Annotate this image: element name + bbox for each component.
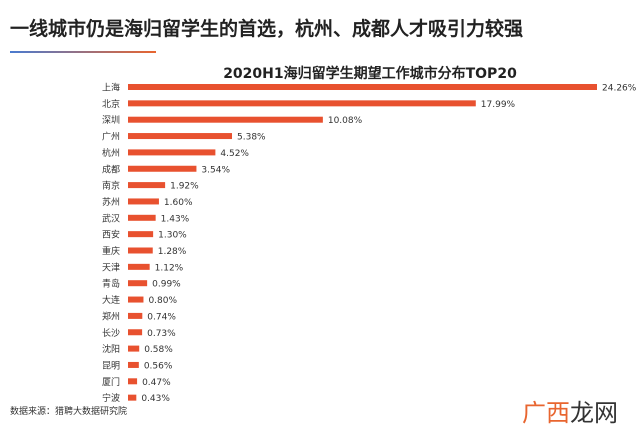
- bar: [128, 394, 137, 401]
- category-label: 长沙: [102, 327, 120, 339]
- data-label: 1.43%: [161, 214, 190, 224]
- bar: [128, 361, 139, 368]
- data-label: 1.60%: [164, 198, 193, 208]
- category-label: 郑州: [102, 310, 120, 322]
- category-label: 北京: [102, 98, 120, 110]
- bar: [128, 312, 143, 319]
- data-label: 0.74%: [147, 312, 176, 322]
- category-label: 深圳: [102, 115, 120, 126]
- data-label: 1.12%: [155, 263, 184, 273]
- bar: [128, 100, 476, 107]
- category-label: 西安: [102, 229, 120, 241]
- data-source: 数据来源：猎聘大数据研究院: [10, 407, 128, 417]
- data-label: 0.99%: [152, 280, 181, 290]
- category-label: 武汉: [102, 212, 120, 224]
- category-label: 南京: [102, 180, 120, 192]
- category-label: 厦门: [102, 376, 120, 388]
- bar: [128, 329, 143, 336]
- data-label: 4.52%: [220, 149, 249, 159]
- data-label: 0.80%: [148, 296, 177, 306]
- bar: [128, 345, 140, 352]
- bar: [128, 198, 159, 205]
- data-label: 24.26%: [602, 84, 637, 94]
- bar: [128, 133, 233, 140]
- bar: [128, 263, 150, 270]
- category-label: 大连: [102, 294, 120, 306]
- data-label: 3.54%: [201, 165, 230, 175]
- bar: [128, 296, 144, 303]
- category-label: 沈阳: [102, 343, 120, 355]
- data-label: 5.38%: [237, 133, 266, 143]
- bar: [128, 231, 154, 238]
- category-label: 青岛: [102, 278, 120, 290]
- bar: [128, 214, 156, 221]
- title-underline: [10, 51, 156, 53]
- data-label: 0.56%: [144, 361, 173, 371]
- bar: [128, 247, 153, 254]
- category-label: 广州: [102, 131, 120, 143]
- data-label: 0.47%: [142, 378, 171, 388]
- data-label: 1.92%: [170, 182, 199, 192]
- category-label: 宁波: [102, 392, 120, 404]
- bar: [128, 280, 148, 287]
- data-label: 17.99%: [481, 100, 516, 110]
- data-label: 0.58%: [144, 345, 173, 355]
- bar: [128, 149, 216, 156]
- chart-title: 2020H1海归留学生期望工作城市分布TOP20: [223, 66, 517, 82]
- bar: [128, 84, 597, 90]
- bar: [128, 182, 166, 189]
- bar: [128, 378, 138, 385]
- category-label: 昆明: [102, 360, 120, 371]
- bar: [128, 116, 323, 123]
- data-label: 1.30%: [158, 231, 187, 241]
- data-label: 0.73%: [147, 329, 176, 339]
- category-label: 苏州: [102, 196, 120, 208]
- data-label: 1.28%: [158, 247, 187, 257]
- bar: [128, 165, 197, 172]
- watermark-logo: 广西龙网: [522, 399, 618, 427]
- data-label: 0.43%: [141, 394, 170, 404]
- category-label: 杭州: [102, 147, 120, 159]
- category-label: 上海: [102, 82, 120, 94]
- data-label: 10.08%: [328, 116, 363, 126]
- category-label: 重庆: [102, 245, 120, 257]
- category-label: 成都: [102, 163, 120, 175]
- page-title: 一线城市仍是海归留学生的首选，杭州、成都人才吸引力较强: [10, 18, 524, 40]
- category-label: 天津: [102, 262, 120, 273]
